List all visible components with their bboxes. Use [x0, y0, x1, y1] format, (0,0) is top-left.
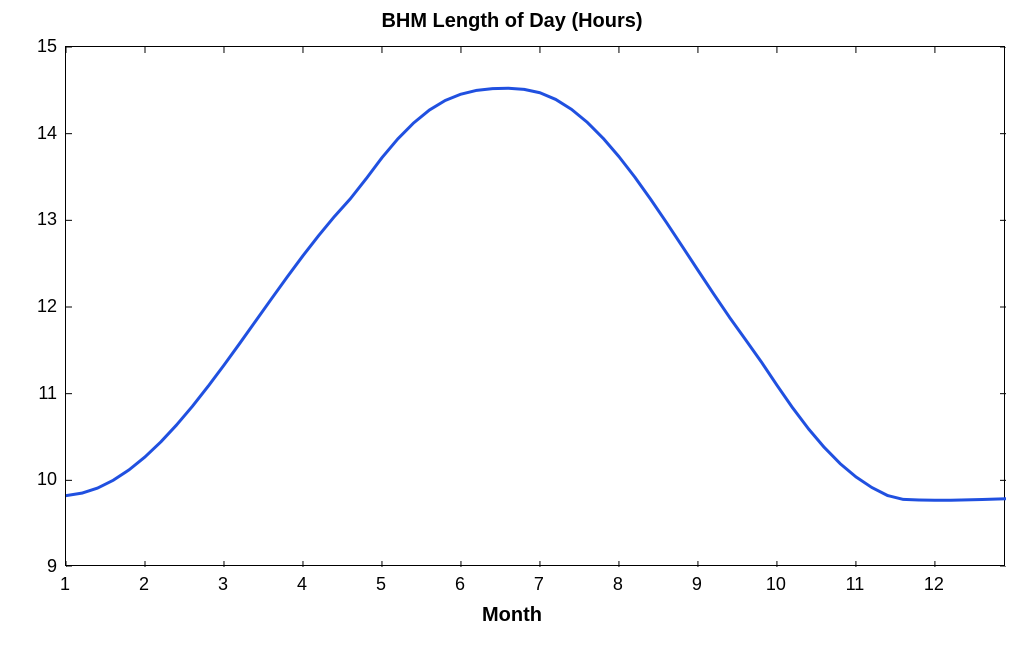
y-tick-label: 10 [37, 469, 57, 490]
x-tick-label: 10 [756, 574, 796, 595]
chart-title: BHM Length of Day (Hours) [0, 10, 1024, 33]
y-tick-label: 13 [37, 209, 57, 230]
plot-area [65, 46, 1005, 566]
x-tick-label: 4 [282, 574, 322, 595]
x-tick-label: 1 [45, 574, 85, 595]
x-tick-label: 3 [203, 574, 243, 595]
x-tick-label: 7 [519, 574, 559, 595]
x-tick-label: 12 [914, 574, 954, 595]
x-tick-label: 9 [677, 574, 717, 595]
x-tick-label: 6 [440, 574, 480, 595]
x-tick-label: 2 [124, 574, 164, 595]
y-tick-label: 12 [37, 296, 57, 317]
chart-container: BHM Length of Day (Hours) Month 12345678… [0, 0, 1024, 647]
x-tick-label: 11 [835, 574, 875, 595]
data-line [66, 88, 1006, 500]
plot-svg [66, 47, 1006, 567]
x-tick-label: 5 [361, 574, 401, 595]
x-axis-label: Month [0, 604, 1024, 627]
y-tick-label: 15 [37, 36, 57, 57]
y-tick-label: 14 [37, 123, 57, 144]
y-tick-label: 11 [38, 383, 57, 404]
y-tick-label: 9 [47, 556, 57, 577]
x-tick-label: 8 [598, 574, 638, 595]
